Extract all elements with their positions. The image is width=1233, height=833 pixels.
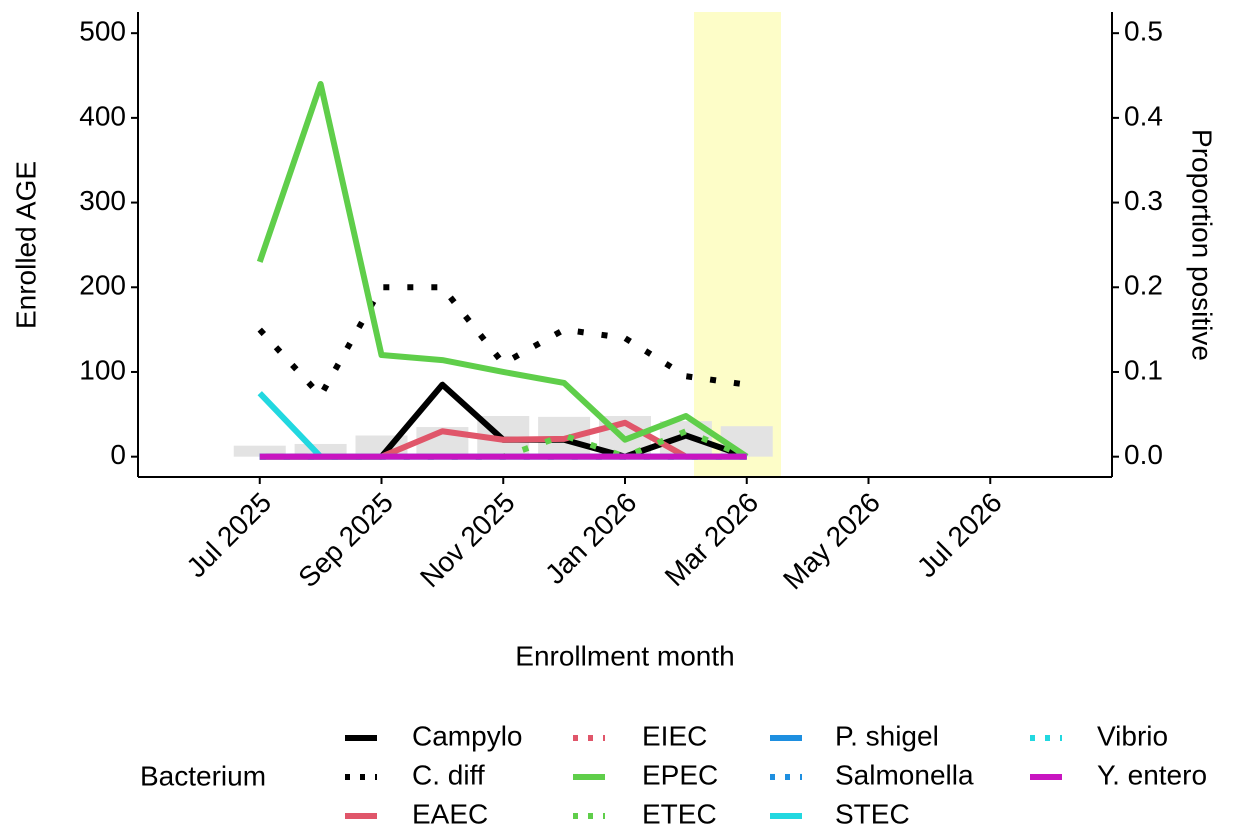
legend-label: Vibrio (1097, 720, 1168, 751)
bar (233, 445, 286, 457)
y-tick-label: 400 (79, 100, 126, 131)
y2-tick-label: 0.2 (1124, 270, 1163, 301)
legend-label: EAEC (412, 798, 488, 829)
legend-label: EIEC (642, 720, 707, 751)
y-axis-title: Enrolled AGE (10, 161, 41, 329)
y-tick-label: 200 (79, 270, 126, 301)
series-line (257, 284, 748, 399)
x-axis-title: Enrollment month (515, 640, 734, 671)
y2-tick-label: 0.5 (1124, 16, 1163, 47)
x-tick-label: Jul 2026 (911, 487, 1008, 584)
y-tick-label: 0 (110, 439, 126, 470)
x-tick-label: Sep 2025 (292, 487, 399, 594)
legend-label: P. shigel (835, 720, 939, 751)
x-tick-label: Jul 2025 (180, 487, 277, 584)
legend-label: ETEC (642, 798, 717, 829)
y2-tick-label: 0.4 (1124, 100, 1163, 131)
y-tick-label: 300 (79, 185, 126, 216)
series-line (256, 80, 749, 460)
highlight-band (694, 12, 781, 477)
x-tick-label: May 2026 (777, 487, 886, 596)
y2-tick-label: 0.3 (1124, 185, 1163, 216)
y2-axis-title: Proportion positive (1187, 129, 1218, 361)
y2-tick-label: 0.1 (1124, 354, 1163, 385)
x-tick-label: Mar 2026 (659, 487, 765, 593)
legend-label: STEC (835, 798, 910, 829)
x-tick-label: Nov 2025 (414, 487, 521, 594)
legend-label: Campylo (412, 720, 522, 751)
legend-label: Salmonella (835, 759, 974, 790)
y2-tick-label: 0.0 (1124, 439, 1163, 470)
y-tick-label: 500 (79, 16, 126, 47)
legend-title: Bacterium (140, 760, 266, 791)
x-tick-label: Jan 2026 (539, 487, 642, 590)
y-tick-label: 100 (79, 354, 126, 385)
legend-label: C. diff (412, 759, 485, 790)
legend-label: Y. entero (1097, 759, 1207, 790)
legend-label: EPEC (642, 759, 718, 790)
